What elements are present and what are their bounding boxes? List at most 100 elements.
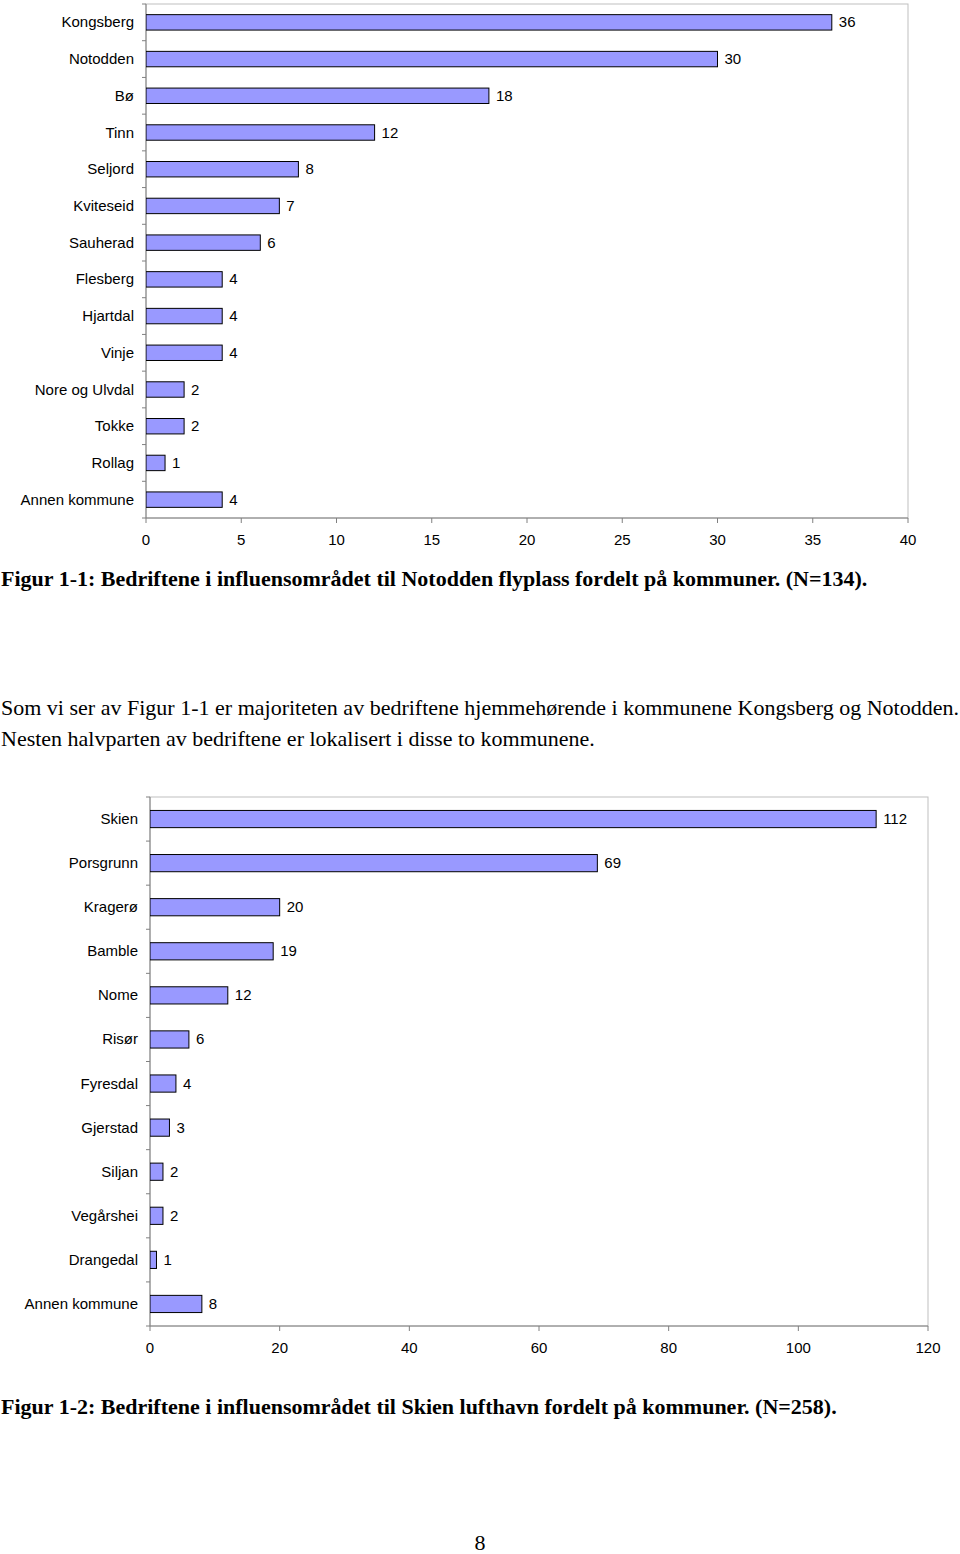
x-tick: [527, 518, 528, 523]
category-label: Tokke: [95, 417, 134, 434]
category-label: Tinn: [105, 124, 134, 141]
data-label: 1: [163, 1251, 171, 1268]
bar: [150, 855, 597, 872]
y-tick: [142, 40, 146, 41]
x-tick: [717, 518, 718, 523]
figure-caption: Figur 1-2: Bedriftene i influensområdet …: [1, 1391, 959, 1422]
y-tick: [142, 114, 146, 115]
x-tick: [798, 1326, 799, 1331]
y-tick: [146, 1105, 150, 1106]
x-tick: [146, 518, 147, 523]
bar: [146, 419, 184, 434]
data-label: 6: [196, 1030, 204, 1047]
y-tick: [146, 1061, 150, 1062]
y-tick: [146, 1193, 150, 1194]
bar: [146, 272, 222, 287]
category-label: Gjerstad: [81, 1119, 138, 1136]
data-label: 6: [267, 234, 275, 251]
category-label: Drangedal: [69, 1251, 138, 1268]
x-tick: [668, 1326, 669, 1331]
data-label: 8: [305, 160, 313, 177]
x-tick: [409, 1326, 410, 1331]
category-label: Notodden: [69, 50, 134, 67]
bar: [150, 1207, 163, 1224]
chart: 0510152025303540KongsbergNotoddenBøTinnS…: [21, 4, 917, 548]
category-label: Nore og Ulvdal: [35, 381, 134, 398]
data-label: 2: [170, 1163, 178, 1180]
y-tick: [146, 1326, 150, 1327]
y-tick: [146, 797, 150, 798]
x-tick: [928, 1326, 929, 1331]
page-number: 8: [0, 1530, 960, 1554]
bar: [146, 492, 222, 507]
category-label: Annen kommune: [25, 1295, 138, 1312]
x-tick-label: 60: [531, 1339, 548, 1356]
bar: [146, 15, 832, 30]
chart: 020406080100120SkienPorsgrunnKragerøBamb…: [25, 797, 941, 1356]
x-tick-label: 20: [519, 531, 536, 548]
category-label: Rollag: [91, 454, 134, 471]
category-label: Fyresdal: [80, 1075, 138, 1092]
category-label: Sauherad: [69, 234, 134, 251]
bar: [150, 810, 876, 827]
data-label: 36: [839, 13, 856, 30]
x-tick-label: 30: [709, 531, 726, 548]
bar: [146, 162, 298, 177]
x-tick-label: 0: [146, 1339, 154, 1356]
y-tick: [142, 371, 146, 372]
category-label: Nome: [98, 986, 138, 1003]
x-tick-label: 25: [614, 531, 631, 548]
category-label: Porsgrunn: [69, 854, 138, 871]
category-label: Vinje: [101, 344, 134, 361]
category-label: Bø: [115, 87, 134, 104]
y-tick: [146, 885, 150, 886]
y-tick: [142, 224, 146, 225]
bar: [146, 198, 279, 213]
data-label: 18: [496, 87, 513, 104]
x-tick: [279, 1326, 280, 1331]
bar: [146, 235, 260, 250]
x-tick-label: 15: [423, 531, 440, 548]
bar: [146, 345, 222, 360]
bar: [150, 1251, 156, 1268]
bars: [146, 15, 832, 508]
bar: [150, 1163, 163, 1180]
y-tick: [146, 1149, 150, 1150]
y-tick: [142, 4, 146, 5]
y-tick: [142, 444, 146, 445]
data-label: 20: [287, 898, 304, 915]
y-tick: [146, 1017, 150, 1018]
bar: [146, 51, 718, 66]
x-tick-label: 0: [142, 531, 150, 548]
plot-frame: [150, 797, 928, 1326]
bar: [150, 1119, 169, 1136]
y-tick: [146, 929, 150, 930]
data-label: 69: [604, 854, 621, 871]
category-label: Kviteseid: [73, 197, 134, 214]
y-tick: [142, 297, 146, 298]
bar: [150, 899, 280, 916]
data-label: 19: [280, 942, 297, 959]
bar: [150, 1075, 176, 1092]
data-label: 2: [191, 381, 199, 398]
bar: [146, 88, 489, 103]
category-label: Kragerø: [84, 898, 138, 915]
data-label: 7: [286, 197, 294, 214]
category-label: Skien: [100, 810, 138, 827]
bar: [150, 943, 273, 960]
bar: [146, 308, 222, 323]
y-tick: [142, 481, 146, 482]
data-label: 4: [229, 270, 237, 287]
data-label: 8: [209, 1295, 217, 1312]
data-label: 1: [172, 454, 180, 471]
bar: [150, 987, 228, 1004]
x-tick-label: 20: [271, 1339, 288, 1356]
x-tick-label: 80: [660, 1339, 677, 1356]
bar: [150, 1031, 189, 1048]
x-tick-label: 5: [237, 531, 245, 548]
bar: [146, 455, 165, 470]
x-tick-label: 35: [804, 531, 821, 548]
category-label: Risør: [102, 1030, 138, 1047]
y-tick: [142, 407, 146, 408]
x-tick-label: 10: [328, 531, 345, 548]
